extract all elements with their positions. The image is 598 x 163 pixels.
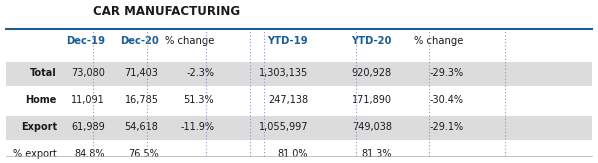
Text: Dec-19: Dec-19	[66, 36, 105, 46]
Text: 84.8%: 84.8%	[74, 149, 105, 159]
Text: 54,618: 54,618	[124, 122, 158, 132]
Text: % change: % change	[414, 36, 463, 46]
Text: CAR MANUFACTURING: CAR MANUFACTURING	[93, 5, 240, 18]
Text: 81.3%: 81.3%	[361, 149, 392, 159]
Text: 247,138: 247,138	[268, 95, 308, 105]
Text: % export: % export	[13, 149, 57, 159]
Text: 171,890: 171,890	[352, 95, 392, 105]
Text: 1,303,135: 1,303,135	[259, 68, 308, 78]
Bar	[6, 62, 592, 86]
Text: 61,989: 61,989	[71, 122, 105, 132]
Text: Home: Home	[26, 95, 57, 105]
Text: 11,091: 11,091	[71, 95, 105, 105]
Text: YTD-19: YTD-19	[267, 36, 308, 46]
Text: 51.3%: 51.3%	[184, 95, 214, 105]
Text: 81.0%: 81.0%	[277, 149, 308, 159]
Text: 76.5%: 76.5%	[128, 149, 158, 159]
Text: YTD-20: YTD-20	[351, 36, 392, 46]
Text: 920,928: 920,928	[352, 68, 392, 78]
Text: 1,055,997: 1,055,997	[258, 122, 308, 132]
Text: -30.4%: -30.4%	[429, 95, 463, 105]
Text: -29.3%: -29.3%	[429, 68, 463, 78]
Text: Total: Total	[30, 68, 57, 78]
Text: 71,403: 71,403	[124, 68, 158, 78]
Text: Dec-20: Dec-20	[120, 36, 158, 46]
Text: -11.9%: -11.9%	[180, 122, 214, 132]
Text: 16,785: 16,785	[124, 95, 158, 105]
Bar	[6, 116, 592, 140]
Text: 73,080: 73,080	[71, 68, 105, 78]
Text: -2.3%: -2.3%	[186, 68, 214, 78]
Text: 749,038: 749,038	[352, 122, 392, 132]
Text: % change: % change	[164, 36, 214, 46]
Text: -29.1%: -29.1%	[429, 122, 463, 132]
Text: Export: Export	[21, 122, 57, 132]
